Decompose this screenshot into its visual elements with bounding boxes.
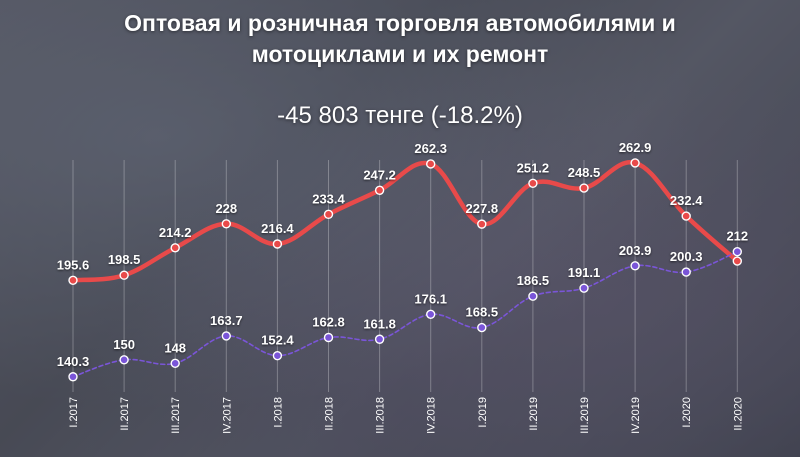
series-1-data-label-8: 168.5 (466, 305, 499, 320)
series-0-data-label-3: 228 (215, 201, 237, 216)
series-1-point-12 (681, 267, 691, 277)
series-0-data-label-4: 216.4 (261, 221, 294, 236)
x-tick-label-9: II.2019 (528, 397, 540, 431)
series-0-data-label-0: 195.6 (57, 257, 90, 272)
series-0-data-label-12: 232.4 (670, 193, 703, 208)
series-1-data-label-0: 140.3 (57, 354, 90, 369)
series-1-point-3 (221, 331, 232, 341)
series-0-point-10 (579, 183, 589, 193)
series-1-data-label-9: 186.5 (517, 273, 550, 288)
series-1-data-label-11: 203.9 (619, 243, 652, 258)
series-0-point-7 (426, 159, 436, 169)
x-tick-label-7: IV.2018 (426, 397, 438, 434)
series-0-point-9 (528, 178, 538, 189)
series-0-point-13 (732, 256, 742, 266)
series-0-data-label-8: 227.8 (466, 201, 499, 216)
x-tick-label-11: IV.2019 (630, 397, 642, 434)
series-0-data-label-9: 251.2 (517, 160, 550, 175)
series-1-data-label-10: 191.1 (568, 265, 601, 280)
series-1-point-10 (579, 283, 589, 293)
series-1-point-6 (374, 334, 385, 344)
series-0-data-label-5: 233.4 (312, 191, 345, 206)
x-tick-label-4: I.2018 (272, 397, 284, 428)
series-1-data-label-1: 150 (113, 337, 135, 352)
series-1-point-11 (630, 261, 640, 271)
series-0-data-label-7: 262.3 (414, 141, 447, 156)
series-1-data-label-6: 161.8 (363, 316, 396, 331)
series-1-data-label-12: 200.3 (670, 249, 703, 264)
series-0-data-label-6: 247.2 (363, 167, 396, 182)
chart-title-line-1: Оптовая и розничная торговля автомобилям… (124, 10, 676, 36)
series-1-data-label-3: 163.7 (210, 313, 243, 328)
series-0-point-2 (170, 243, 180, 253)
x-tick-label-6: III.2018 (375, 397, 387, 434)
series-1-point-9 (528, 291, 538, 301)
series-1-data-label-13: 212 (726, 229, 748, 244)
x-tick-label-0: I.2017 (68, 397, 80, 428)
series-1-point-0 (68, 372, 78, 382)
x-tick-label-10: III.2019 (579, 397, 591, 434)
x-tick-label-12: I.2020 (681, 397, 693, 428)
chart-subtitle: -45 803 тенге (-18.2%) (277, 102, 523, 129)
x-tick-label-1: II.2017 (119, 397, 131, 431)
series-0-point-4 (272, 239, 283, 249)
series-1-data-label-5: 162.8 (312, 315, 345, 330)
series-1-data-label-4: 152.4 (261, 333, 294, 348)
series-0-point-8 (477, 219, 487, 229)
x-tick-label-3: IV.2017 (221, 397, 233, 434)
series-1-point-7 (426, 309, 436, 320)
series-1-line (72, 250, 739, 378)
x-tick-label-13: II.2020 (732, 397, 744, 431)
x-tick-label-5: II.2018 (324, 397, 336, 431)
x-tick-label-2: III.2017 (170, 397, 182, 434)
series-0-data-label-10: 248.5 (568, 165, 601, 180)
series-1-point-2 (170, 358, 180, 369)
chart-title: Оптовая и розничная торговля автомобилям… (0, 8, 800, 70)
chart-title-line-2: мотоциклами и их ремонт (251, 41, 549, 67)
series-1-data-label-2: 148 (164, 340, 186, 355)
series-0-point-3 (221, 219, 232, 229)
series-0-data-label-2: 214.2 (159, 225, 192, 240)
series-1-point-13 (732, 246, 742, 257)
series-0-point-5 (323, 209, 334, 220)
series-0-point-1 (119, 270, 129, 280)
series-1-data-label-7: 176.1 (414, 291, 447, 306)
series-0-point-11 (630, 158, 640, 168)
x-tick-label-8: I.2019 (477, 397, 489, 428)
series-0-data-label-11: 262.9 (619, 140, 652, 155)
series-1-point-4 (272, 350, 283, 361)
series-0-data-label-1: 198.5 (108, 252, 141, 267)
series-0-point-0 (68, 275, 78, 285)
series-1-point-8 (477, 322, 487, 333)
series-1-point-1 (119, 355, 129, 365)
series-0-point-12 (681, 211, 691, 221)
series-1-point-5 (323, 332, 334, 343)
series-0-point-6 (374, 185, 385, 195)
